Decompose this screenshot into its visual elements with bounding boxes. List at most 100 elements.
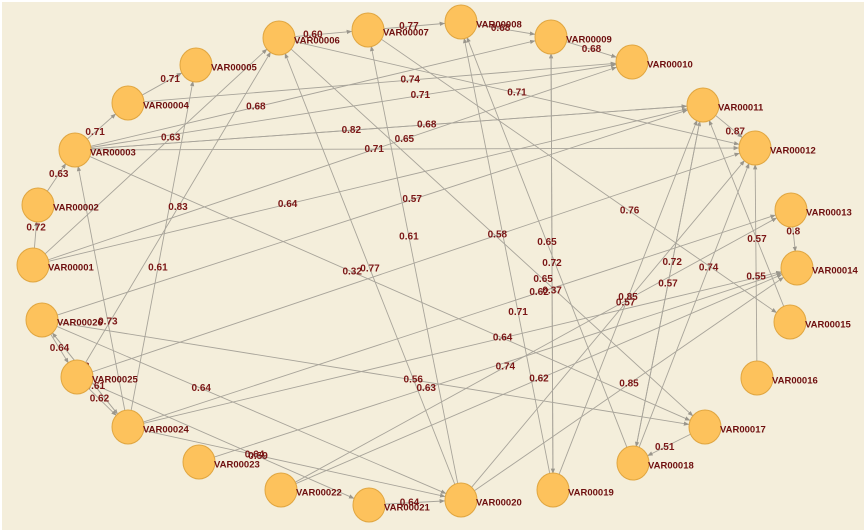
node [444, 4, 478, 40]
edge-label: 0.72 [662, 257, 682, 268]
edge-label: 0.64 [278, 199, 298, 210]
node [536, 472, 570, 508]
edge-label: 0.57 [616, 298, 636, 309]
edge-label: 0.37 [542, 285, 562, 296]
edge-label: 0.58 [488, 230, 508, 241]
node-label: VAR00024 [143, 425, 189, 436]
node [534, 19, 568, 55]
edge-label: 0.71 [85, 127, 105, 138]
edge [33, 220, 39, 250]
edge-label: 0.77 [360, 264, 380, 275]
node-label: VAR00025 [92, 375, 138, 386]
node-label: VAR00014 [812, 266, 858, 277]
edge [284, 52, 456, 486]
edge [558, 119, 698, 476]
edge [86, 113, 117, 140]
edge-label: 0.62 [90, 394, 110, 405]
node [740, 360, 774, 396]
edge [130, 80, 195, 412]
edge-label: 0.85 [619, 379, 639, 390]
node-label: VAR00004 [143, 101, 189, 112]
edge-label: 0.82 [342, 125, 362, 136]
node [444, 482, 478, 518]
edge-label: 0.64 [245, 449, 265, 460]
edge [753, 163, 758, 363]
edge-label: 0.71 [507, 88, 527, 99]
edge-label: 0.64 [493, 333, 513, 344]
node [686, 87, 720, 123]
node [262, 20, 296, 56]
edge [46, 163, 67, 192]
edge [473, 276, 785, 492]
edge-label: 0.64 [50, 343, 70, 354]
edge [48, 66, 617, 261]
edge-label: 0.64 [400, 497, 420, 508]
node-label: VAR00023 [214, 460, 260, 471]
node-label: VAR00006 [294, 36, 340, 47]
node-label: VAR00010 [647, 60, 693, 71]
edge [294, 41, 740, 146]
edge [143, 270, 782, 424]
node-label: VAR00019 [568, 488, 614, 499]
edge-label: 0.71 [411, 90, 431, 101]
node-label: VAR00013 [806, 208, 852, 219]
edge-label: 0.71 [508, 307, 528, 318]
node [773, 304, 807, 340]
edge [470, 159, 746, 489]
edge-label: 0.63 [161, 133, 181, 144]
node [352, 487, 386, 523]
edge-label: 0.55 [746, 271, 766, 282]
edge-label: 0.68 [246, 102, 266, 113]
edge-label: 0.74 [699, 262, 719, 273]
node [351, 12, 385, 48]
node [111, 85, 145, 121]
edge [370, 45, 459, 485]
edge-label: 0.77 [399, 21, 419, 32]
edge [290, 48, 694, 417]
edge-label: 0.8 [786, 227, 800, 238]
edge [92, 152, 740, 373]
edge [792, 225, 797, 253]
node-label: VAR00002 [53, 203, 99, 214]
edge-label: 0.51 [655, 442, 675, 453]
edge [84, 51, 272, 364]
edge-label: 0.85 [618, 292, 638, 303]
edge [44, 48, 268, 255]
edge-label: 0.56 [404, 375, 424, 386]
edge-label: 0.71 [364, 144, 384, 155]
edge [89, 156, 691, 421]
node [738, 130, 772, 166]
edge [294, 217, 778, 483]
edge [143, 61, 617, 103]
edge [634, 120, 701, 448]
edge [466, 36, 628, 449]
node [58, 132, 92, 168]
node-label: VAR00007 [383, 28, 429, 39]
edge [566, 41, 617, 58]
edge [295, 273, 783, 485]
edge-label: 0.63 [49, 169, 69, 180]
edge [294, 29, 353, 38]
edge [49, 333, 70, 364]
edge-label: 0.87 [726, 126, 746, 137]
edge-label: 0.65 [537, 237, 557, 248]
edge [90, 39, 536, 147]
edge [90, 104, 688, 150]
node-label: VAR00021 [384, 503, 430, 514]
node-label: VAR00011 [718, 103, 764, 114]
edge-label: 0.61 [148, 262, 168, 273]
edge [143, 429, 446, 498]
edge-label: 0.72 [26, 222, 46, 233]
edge-label: 0.57 [402, 194, 422, 205]
node [60, 359, 94, 395]
edge [56, 325, 447, 495]
edge-label: 0.65 [533, 274, 553, 285]
edge [647, 433, 691, 457]
node [16, 247, 50, 283]
node [688, 409, 722, 445]
node-label: VAR00022 [296, 488, 342, 499]
edge-label: 0.71 [160, 74, 180, 85]
node [111, 409, 145, 445]
node [182, 444, 216, 480]
